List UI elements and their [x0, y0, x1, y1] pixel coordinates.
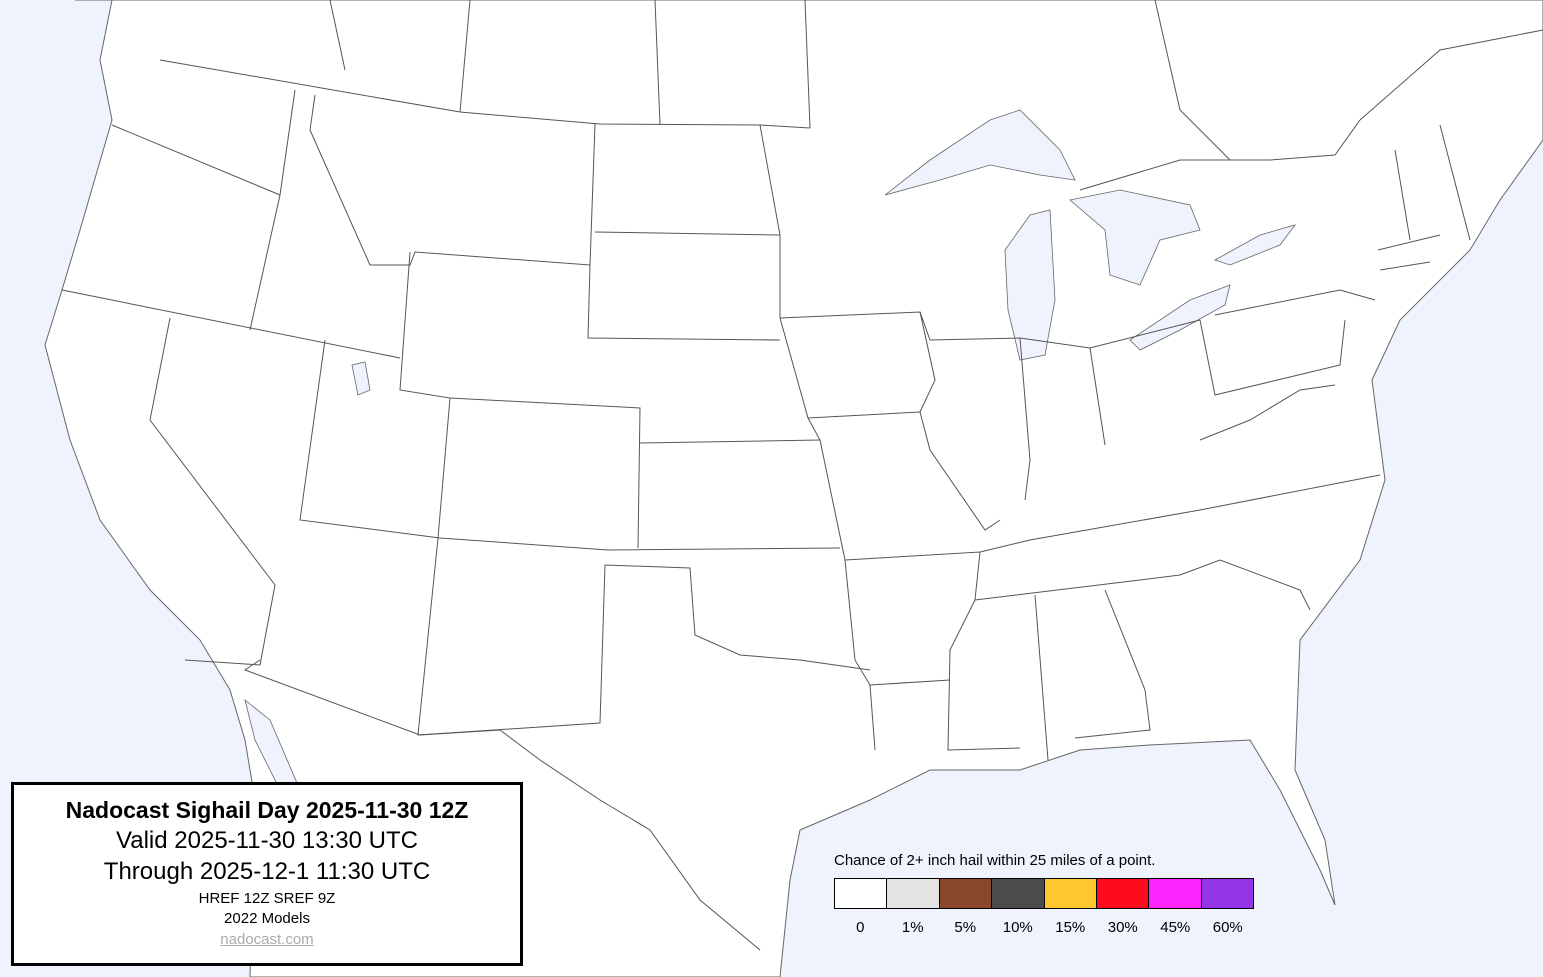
lake-ontario: [1214, 224, 1297, 266]
map-title: Nadocast Sighail Day 2025-11-30 12Z: [65, 797, 469, 823]
legend-swatch: [1201, 879, 1253, 908]
legend-swatch: [1149, 879, 1202, 908]
legend-swatch: [1044, 879, 1097, 908]
legend-label: 5%: [954, 919, 977, 936]
legend-label: 15%: [1055, 919, 1086, 936]
lake-erie: [1129, 284, 1231, 351]
valid-time: Valid 2025-11-30 13:30 UTC: [116, 827, 418, 854]
legend-swatch: [939, 879, 993, 908]
legend-swatch: [835, 879, 888, 908]
state-boundaries: [61, 0, 1543, 951]
through-time: Through 2025-12-1 11:30 UTC: [103, 858, 431, 885]
land: [44, 0, 1543, 977]
model-year: 2022 Models: [224, 910, 310, 927]
legend-label: 1%: [901, 919, 924, 936]
lake-michigan: [1004, 209, 1056, 361]
legend-title: Chance of 2+ inch hail within 25 miles o…: [834, 852, 1156, 869]
legend-swatch: [1096, 879, 1150, 908]
legend-labels: 0 1% 5% 10% 15% 30% 45% 60%: [834, 919, 1254, 936]
nadocast-link[interactable]: nadocast.com: [220, 931, 314, 948]
model-runs: HREF 12Z SREF 9Z: [198, 890, 336, 907]
legend-label: 30%: [1107, 919, 1138, 936]
lakes: [244, 109, 1297, 791]
legend-label: 10%: [1002, 919, 1033, 936]
legend-label: 45%: [1160, 919, 1191, 936]
title-box: Nadocast Sighail Day 2025-11-30 12Z Vali…: [11, 782, 523, 966]
lake-superior: [884, 109, 1076, 196]
legend-swatch: [887, 879, 940, 908]
lake-huron: [1069, 189, 1201, 286]
legend-label: 60%: [1212, 919, 1243, 936]
legend-colorbar: [834, 878, 1254, 909]
legend: Chance of 2+ inch hail within 25 miles o…: [834, 852, 1254, 936]
great-salt-lake: [351, 361, 371, 396]
legend-label: 0: [856, 919, 865, 936]
legend-swatch: [992, 879, 1045, 908]
